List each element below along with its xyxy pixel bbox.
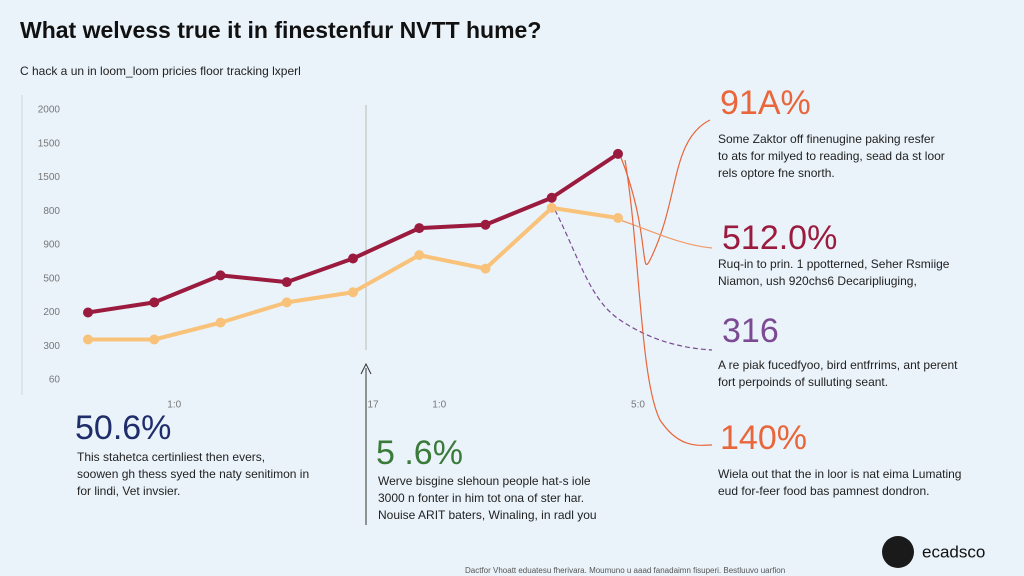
- callout-figure: 50.6%: [75, 409, 171, 447]
- y-tick-label: 60: [49, 375, 61, 386]
- data-point: [83, 307, 93, 318]
- title: What welvess true it in finestenfur NVTT…: [20, 17, 541, 43]
- callout-figure: 5 .6%: [376, 434, 463, 472]
- y-tick-label: 500: [43, 273, 60, 284]
- series-line: [88, 205, 619, 342]
- data-point: [83, 334, 93, 345]
- callout-text: Wiela out that the in loor is nat eima L…: [718, 467, 961, 481]
- data-point: [215, 270, 226, 281]
- data-point: [215, 317, 226, 328]
- data-point: [613, 148, 623, 159]
- data-point: [149, 297, 160, 308]
- data-point: [281, 277, 292, 288]
- data-point: [149, 334, 160, 345]
- y-tick-label: 1500: [38, 172, 61, 183]
- y-tick-label: 900: [43, 240, 60, 251]
- callout-text: This stahetca certinliest then evers,: [77, 450, 265, 464]
- data-point: [414, 223, 425, 234]
- data-point: [480, 263, 491, 274]
- y-tick-label: 1500: [38, 138, 61, 149]
- data-point: [613, 213, 623, 223]
- callout-text: fort perpoinds of sulluting seant.: [718, 375, 888, 389]
- callout-text: Nouise ARIT baters, Winaling, in radl yo…: [378, 508, 597, 522]
- data-point: [348, 253, 358, 264]
- callout-figure: 316: [722, 312, 779, 350]
- callout-text: Some Zaktor off finenugine paking resfer: [718, 132, 935, 146]
- y-tick-label: 2000: [38, 105, 61, 116]
- x-tick-label: 17: [367, 400, 379, 411]
- logo: ecadsco: [922, 542, 985, 561]
- data-point: [546, 192, 557, 203]
- callout-text: to ats for milyed to reading, sead da st…: [718, 149, 945, 163]
- y-tick-label: 200: [43, 307, 60, 318]
- x-tick-label: 1:0: [432, 400, 446, 411]
- connector: [624, 159, 713, 446]
- callout-figure: 512.0%: [722, 219, 837, 257]
- data-point: [348, 287, 358, 298]
- data-point: [414, 250, 425, 261]
- data-point: [480, 219, 491, 230]
- data-point: [546, 202, 557, 213]
- subtitle: C hack a un in loom_loom pricies floor t…: [20, 64, 301, 78]
- callout-text: 3000 n fonter in him tot ona of ster har…: [378, 491, 584, 505]
- y-tick-label: 300: [43, 341, 60, 352]
- logo-icon: [882, 536, 914, 568]
- callout-text: rels optore fne snorth.: [718, 166, 835, 180]
- callout-text: eud for-feer food bas pamnest dondron.: [718, 484, 929, 498]
- footer: Dactfor Vhoatt eduatesu fherivara. Moumu…: [465, 566, 785, 575]
- callout-text: for lindi, Vet invsier.: [77, 484, 180, 498]
- callout-text: A re piak fucedfyoo, bird entfrrims, ant…: [718, 358, 958, 372]
- callout-figure: 91A%: [720, 84, 811, 122]
- callout-text: Ruq-in to prin. 1 ppotterned, Seher Rsmi…: [718, 257, 950, 271]
- callout-text: soowen gh thess syed the naty senitimon …: [77, 467, 309, 481]
- arrow-head: [360, 362, 372, 375]
- y-tick-label: 800: [43, 206, 60, 217]
- callout-text: Niamon, ush 920chs6 Decaripliuging,: [718, 274, 917, 288]
- connector: [554, 209, 713, 351]
- x-tick-label: 5:0: [631, 400, 645, 411]
- data-point: [281, 297, 292, 308]
- callout-figure: 140%: [720, 419, 807, 457]
- connector: [619, 119, 711, 266]
- connector: [619, 219, 713, 249]
- x-tick-label: 1:0: [167, 400, 181, 411]
- callout-text: Werve bisgine slehoun people hat-s iole: [378, 474, 591, 488]
